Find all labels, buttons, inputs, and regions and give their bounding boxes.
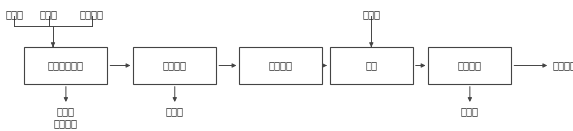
Bar [25, 47, 108, 84]
Text: 异壬醇: 异壬醇 [166, 106, 184, 116]
Text: 汽提除杂: 汽提除杂 [269, 61, 293, 70]
Text: 减压脱醇: 减压脱醇 [163, 61, 187, 70]
Bar [240, 47, 322, 84]
Bar [330, 47, 413, 84]
Text: 最终产物: 最终产物 [553, 61, 573, 70]
Text: 异壬醇
乙酸、水: 异壬醇 乙酸、水 [54, 106, 78, 128]
Text: 六氢苯酐: 六氢苯酐 [80, 9, 104, 19]
Text: 异壬醇: 异壬醇 [40, 9, 58, 19]
Text: 加热回流反应: 加热回流反应 [48, 61, 84, 70]
Bar [133, 47, 216, 84]
Bar [428, 47, 511, 84]
Text: 乙酸酐: 乙酸酐 [5, 9, 23, 19]
Text: 活性炭: 活性炭 [362, 9, 380, 19]
Text: 脱色: 脱色 [366, 61, 377, 70]
Text: 活性炭: 活性炭 [461, 106, 479, 116]
Text: 离心过滤: 离心过滤 [458, 61, 482, 70]
